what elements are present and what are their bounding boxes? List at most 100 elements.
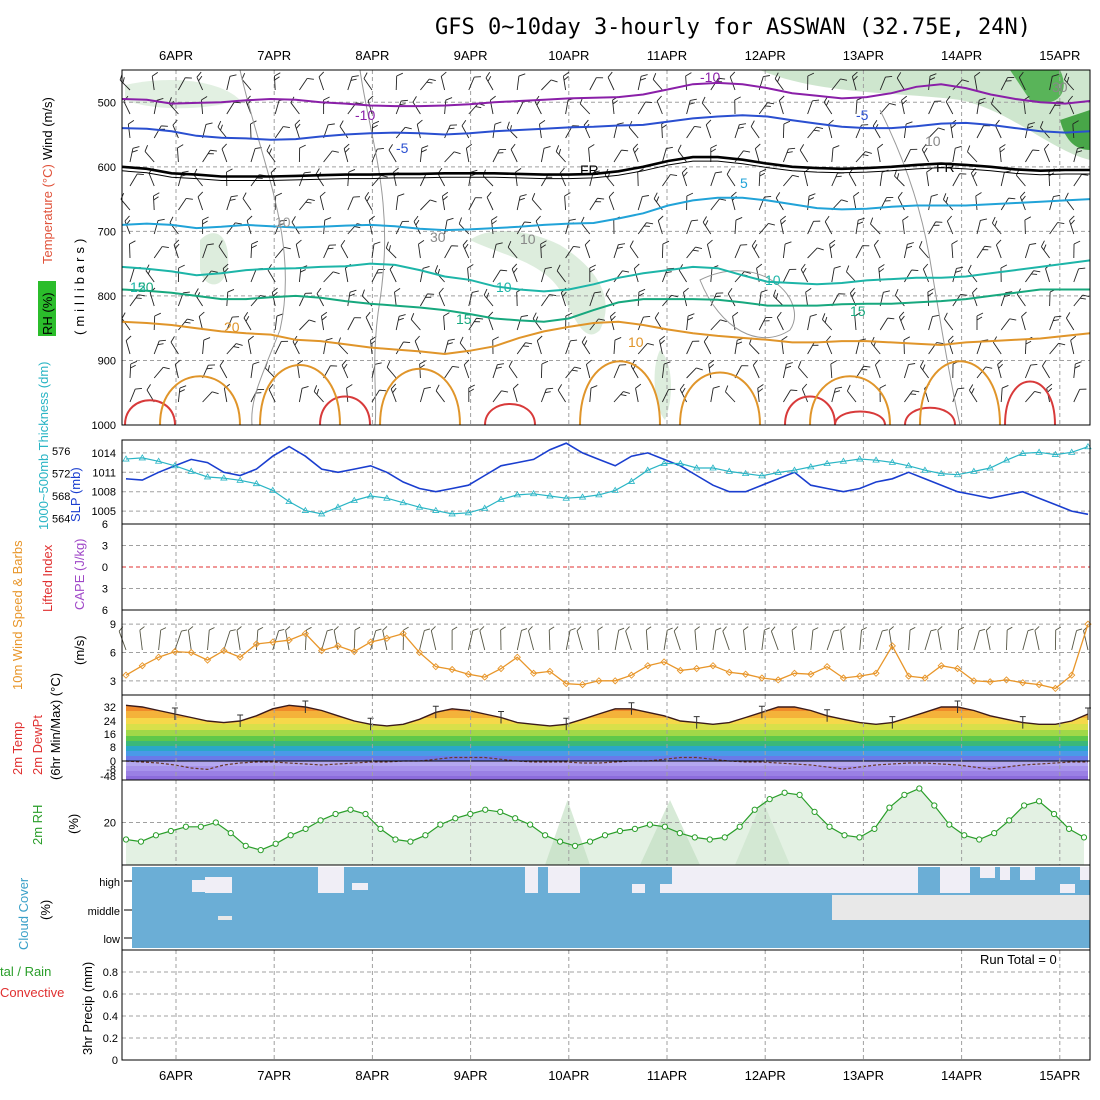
- wind10-point: [236, 653, 244, 661]
- thickness-point: [562, 494, 570, 501]
- date-label-bottom: 7APR: [257, 1068, 291, 1083]
- wind10-barb: [304, 626, 312, 651]
- wind-barb: [927, 288, 934, 307]
- precip-panel: 0 0.2 0.4 0.6 0.8: [103, 949, 1091, 1067]
- wind-barb: [1049, 74, 1059, 91]
- wind-barb: [193, 168, 203, 187]
- precip-tick-label: 0.4: [103, 1011, 118, 1023]
- thickness-point: [970, 467, 978, 474]
- wind-barb: [172, 119, 179, 139]
- wind-barb: [370, 336, 377, 355]
- wind10-point: [1051, 684, 1060, 693]
- wind10-barb: [625, 626, 632, 651]
- wind-barb: [637, 74, 648, 91]
- wind-barb: [250, 240, 259, 259]
- wind-barb: [540, 387, 554, 403]
- wind-barb: [928, 73, 937, 91]
- wind-barb: [444, 97, 453, 115]
- wind-barb: [388, 144, 397, 163]
- thickness-point: [383, 494, 391, 501]
- wind-barb: [585, 359, 592, 379]
- wind10-barb: [548, 626, 555, 651]
- wind-barb: [153, 246, 169, 259]
- wind-barb: [129, 146, 140, 163]
- date-label-top: 7APR: [257, 48, 291, 63]
- wind10-barb: [743, 626, 749, 651]
- rh2m-point: [781, 789, 788, 796]
- wind-barb: [681, 167, 688, 187]
- wind10-barb: [826, 629, 840, 651]
- rh2m-area: [126, 788, 1084, 865]
- temp-contour-25: [834, 410, 886, 426]
- wind-barb: [565, 339, 578, 355]
- wind-barb: [298, 292, 313, 307]
- wind-barb: [807, 247, 824, 259]
- rh2m-point: [811, 808, 818, 815]
- pressure-tick-label: 900: [98, 355, 116, 367]
- thickness-point: [1019, 449, 1027, 456]
- wind-barb: [613, 270, 630, 283]
- wind10-point: [562, 680, 570, 688]
- wind-barb: [347, 169, 356, 187]
- wind-barb: [320, 311, 328, 331]
- wind10-barb: [321, 628, 333, 651]
- freezing-contour-second: [121, 160, 1090, 181]
- wind10-point: [986, 678, 994, 686]
- wind-barb: [385, 241, 397, 259]
- wind-barb: [541, 294, 557, 307]
- wind-barb: [299, 198, 315, 211]
- wind-barb: [952, 173, 967, 187]
- wind-barb: [443, 312, 450, 331]
- rh2m-point: [362, 810, 369, 818]
- rh2m-point: [467, 810, 474, 818]
- temp-contour-10: [121, 259, 1091, 293]
- temp-color-band: [126, 771, 1088, 776]
- wind10-barb: [810, 627, 819, 651]
- wind10-point: [334, 642, 342, 650]
- wind-barb: [371, 148, 384, 163]
- date-label-top: 15APR: [1039, 48, 1080, 63]
- wind-barb: [153, 312, 161, 331]
- rh2m-point: [257, 847, 264, 854]
- wind-barb: [946, 215, 954, 235]
- wind-barb: [274, 246, 291, 259]
- rh2m-point: [497, 808, 504, 815]
- pressure-tick-label: 500: [98, 97, 116, 109]
- wind-barb: [782, 362, 793, 379]
- temp-color-band: [126, 695, 1088, 703]
- pressure-tick-label: 700: [98, 226, 116, 238]
- wind-barb: [343, 143, 350, 163]
- cloud-gap: [803, 881, 812, 885]
- wind10-point: [660, 658, 668, 666]
- wind-barb: [686, 246, 703, 259]
- wind-barb: [1042, 360, 1050, 379]
- date-label-bottom: 10APR: [548, 1068, 589, 1083]
- wind-barb: [1064, 73, 1075, 91]
- slp-tick-label: 1008: [92, 487, 116, 499]
- wind-barb: [686, 367, 703, 379]
- temp-color-band: [126, 730, 1088, 736]
- wind10-point: [807, 670, 815, 678]
- thickness-point: [872, 456, 880, 463]
- rh2m-point: [976, 836, 983, 843]
- wind-barb: [297, 359, 304, 379]
- contour-label: 15: [850, 303, 866, 319]
- wind-barb: [368, 215, 375, 235]
- li-tick-label: 3: [102, 584, 108, 596]
- wind-barb: [870, 217, 881, 235]
- wind-barb: [1049, 194, 1061, 211]
- wind-barb: [390, 383, 397, 403]
- temp-contour-20: [679, 371, 761, 426]
- thickness-point: [644, 466, 652, 473]
- wind-barb: [773, 289, 784, 307]
- wind-barb: [879, 317, 895, 331]
- wind-barb: [120, 192, 131, 211]
- thickness-point: [138, 454, 147, 461]
- contour-label: -10: [700, 69, 720, 85]
- temp-contour-25: [1004, 380, 1056, 426]
- wind-barb: [903, 363, 916, 379]
- wind-barb: [395, 341, 411, 355]
- wind-barb: [701, 96, 712, 115]
- wind-barb: [710, 171, 723, 187]
- temp-contour-25: [124, 399, 176, 426]
